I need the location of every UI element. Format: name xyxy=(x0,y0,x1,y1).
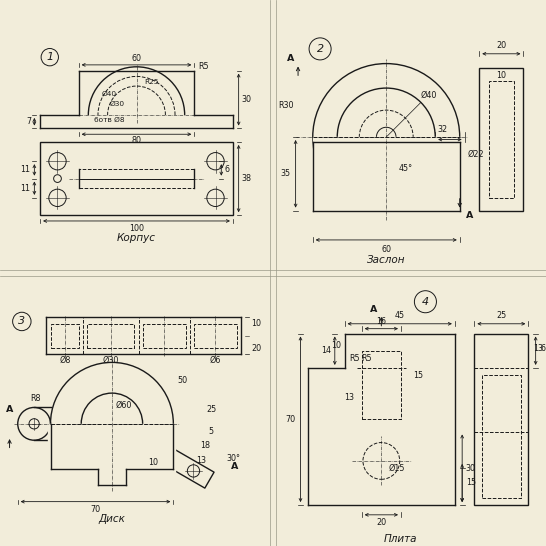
Text: 30: 30 xyxy=(466,464,476,473)
Text: Ø8: Ø8 xyxy=(59,356,70,365)
Text: 6: 6 xyxy=(224,165,229,174)
Text: Ø60: Ø60 xyxy=(116,400,132,410)
Text: 3: 3 xyxy=(18,317,26,327)
Text: 38: 38 xyxy=(241,174,252,183)
Text: 20: 20 xyxy=(496,41,506,50)
Text: Ø40: Ø40 xyxy=(420,91,437,100)
Text: 6: 6 xyxy=(541,344,545,353)
Text: A: A xyxy=(466,211,473,220)
Text: R5: R5 xyxy=(198,62,209,71)
Text: Ø6: Ø6 xyxy=(210,356,221,365)
Text: Диск: Диск xyxy=(98,514,126,524)
Text: 70: 70 xyxy=(286,415,295,424)
Bar xyxy=(474,334,529,505)
Bar xyxy=(479,68,524,211)
Text: 70: 70 xyxy=(91,505,100,514)
Text: Корпус: Корпус xyxy=(117,233,156,242)
Text: 13: 13 xyxy=(533,344,543,353)
Bar xyxy=(362,351,401,419)
Text: 6отв Ø8: 6отв Ø8 xyxy=(94,117,124,123)
Text: R25: R25 xyxy=(144,79,159,85)
Text: 4: 4 xyxy=(422,296,429,307)
Text: Заслон: Заслон xyxy=(367,254,406,265)
Text: 11: 11 xyxy=(21,183,31,193)
Text: 1: 1 xyxy=(46,52,54,62)
Text: 18: 18 xyxy=(200,441,210,450)
Text: 10: 10 xyxy=(496,72,506,80)
Text: A: A xyxy=(6,405,13,413)
Text: 10: 10 xyxy=(251,319,261,328)
Bar xyxy=(194,323,237,348)
Text: 32: 32 xyxy=(437,125,448,134)
Bar xyxy=(489,81,514,198)
Text: 11: 11 xyxy=(21,165,31,174)
Text: 50: 50 xyxy=(177,376,188,385)
Text: 20: 20 xyxy=(251,343,262,353)
Bar xyxy=(49,424,175,488)
Bar xyxy=(79,169,194,188)
Bar xyxy=(87,323,134,348)
Bar xyxy=(313,137,460,213)
Text: 15: 15 xyxy=(466,478,476,488)
Text: 10: 10 xyxy=(331,341,341,351)
Text: A: A xyxy=(370,305,378,313)
Text: R5: R5 xyxy=(349,353,360,363)
Text: Ø30: Ø30 xyxy=(110,100,125,106)
Bar xyxy=(50,323,79,348)
Text: 14: 14 xyxy=(321,346,331,355)
Text: 10: 10 xyxy=(148,458,158,467)
Text: 20: 20 xyxy=(376,519,387,527)
Text: 15: 15 xyxy=(413,371,423,379)
Text: Плита: Плита xyxy=(384,535,418,544)
Text: 5: 5 xyxy=(208,427,213,436)
Text: 80: 80 xyxy=(132,136,141,145)
Text: 60: 60 xyxy=(381,245,391,254)
Text: 25: 25 xyxy=(496,311,507,320)
Text: R8: R8 xyxy=(30,394,40,403)
Text: 30°: 30° xyxy=(227,454,241,462)
Text: R5: R5 xyxy=(362,353,372,363)
Text: 45: 45 xyxy=(395,311,405,320)
Text: 60: 60 xyxy=(132,54,141,63)
Text: 13: 13 xyxy=(196,456,206,465)
Text: 100: 100 xyxy=(129,224,144,233)
Text: R30: R30 xyxy=(278,100,294,110)
Text: 2: 2 xyxy=(317,44,324,54)
Text: 35: 35 xyxy=(281,169,290,179)
Text: Ø15: Ø15 xyxy=(389,464,405,473)
Text: Ø22: Ø22 xyxy=(467,150,484,159)
Text: 13: 13 xyxy=(345,393,354,402)
Text: 25: 25 xyxy=(206,405,216,413)
Text: 45°: 45° xyxy=(399,164,413,173)
Text: 7: 7 xyxy=(26,117,32,126)
Text: 16: 16 xyxy=(376,317,387,326)
Text: 30: 30 xyxy=(241,95,252,104)
Bar xyxy=(482,375,521,497)
Text: A: A xyxy=(231,462,239,471)
Bar xyxy=(143,323,186,348)
Text: Ø40: Ø40 xyxy=(102,91,117,97)
Text: Ø30: Ø30 xyxy=(103,356,119,365)
Text: A: A xyxy=(287,54,294,63)
Bar xyxy=(40,142,233,215)
